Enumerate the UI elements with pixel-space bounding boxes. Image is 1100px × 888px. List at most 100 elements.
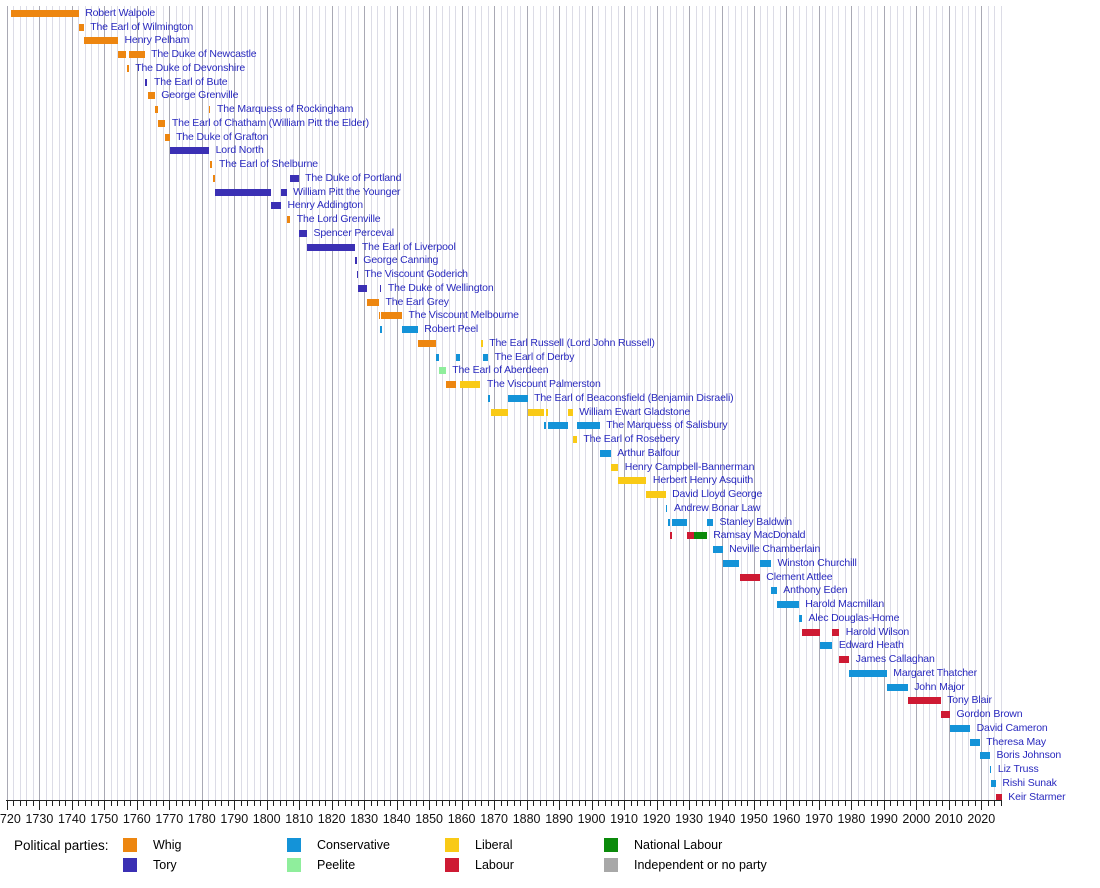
gridline-decade [689,6,690,803]
pm-label[interactable]: John Major [914,680,965,693]
pm-label[interactable]: The Viscount Goderich [364,268,468,281]
pm-label[interactable]: Henry Pelham [124,34,190,47]
pm-label[interactable]: Stanley Baldwin [719,515,793,528]
axis-minor-tick [481,800,483,806]
axis-minor-tick [97,800,99,806]
pm-label[interactable]: The Marquess of Salisbury [606,419,728,432]
axis-major-tick [494,800,496,810]
pm-label[interactable]: The Earl Grey [385,295,450,308]
pm-label[interactable]: The Duke of Grafton [176,130,269,143]
gridline-decade [624,6,625,803]
pm-label[interactable]: The Earl of Chatham (William Pitt the El… [171,116,369,129]
axis-minor-tick [805,800,807,806]
term-bar [154,106,159,113]
gridline [539,6,541,803]
axis-minor-tick [84,800,86,806]
pm-label[interactable]: Anthony Eden [783,584,848,597]
pm-label[interactable]: The Earl of Aberdeen [452,364,549,377]
pm-label[interactable]: Andrew Bonar Law [674,501,761,514]
term-bar [886,683,908,691]
pm-label[interactable]: Robert Walpole [85,6,156,19]
term-bar [599,449,611,457]
pm-label[interactable]: Tony Blair [947,694,992,707]
pm-label[interactable]: Winston Churchill [777,556,857,569]
pm-label[interactable]: Boris Johnson [996,749,1062,762]
term-bar [667,518,670,526]
pm-label[interactable]: Neville Chamberlain [729,543,821,555]
pm-label[interactable]: Harold Wilson [845,625,910,638]
pm-label[interactable]: The Viscount Melbourne [408,309,519,322]
pm-label[interactable]: The Marquess of Rockingham [217,103,354,115]
pm-label[interactable]: Ramsay MacDonald [713,529,806,542]
term-bar [646,491,666,499]
axis-year-label: 1790 [220,812,249,826]
axis-minor-tick [474,800,476,806]
term-bar [544,422,547,430]
pm-label[interactable]: Arthur Balfour [617,446,680,459]
axis-minor-tick [870,800,872,806]
pm-label[interactable]: The Earl of Bute [154,75,228,88]
pm-label[interactable]: The Earl of Liverpool [361,240,456,253]
axis-minor-tick [65,800,67,806]
gridline [162,6,164,803]
pm-label[interactable]: Harold Macmillan [805,598,885,610]
gridline [773,6,775,803]
legend-swatch-whig [123,838,137,852]
pm-label[interactable]: Henry Campbell-Bannerman [624,460,755,473]
pm-label[interactable]: Robert Peel [424,323,479,336]
pm-label[interactable]: Henry Addington [287,199,364,212]
term-bar [990,766,992,773]
pm-label[interactable]: James Callaghan [855,653,935,665]
pm-label[interactable]: The Viscount Palmerston [487,378,601,391]
pm-label[interactable]: The Earl Russell (Lord John Russell) [489,336,655,349]
gridline [312,6,314,803]
gridline [968,6,970,803]
pm-label[interactable]: Clement Attlee [766,570,833,583]
axis-major-tick [299,800,301,810]
axis-year-label: 1810 [285,812,314,826]
pm-label[interactable]: Theresa May [986,735,1046,748]
axis-minor-tick [45,800,47,806]
gridline [286,6,288,803]
pm-label[interactable]: Spencer Perceval [313,226,395,239]
pm-label[interactable]: Herbert Henry Asquith [652,474,754,487]
pm-label[interactable]: The Earl of Beaconsfield (Benjamin Disra… [534,391,734,404]
gridline [961,6,963,803]
pm-label[interactable]: The Earl of Wilmington [90,20,194,33]
term-bar [940,711,950,718]
pm-label[interactable]: Liz Truss [997,763,1039,775]
pm-label[interactable]: The Duke of Newcastle [151,48,257,60]
term-bar [507,394,528,402]
pm-label[interactable]: Lord North [215,144,264,157]
pm-label[interactable]: The Duke of Wellington [387,281,494,294]
pm-label[interactable]: The Earl of Rosebery [583,433,680,446]
gridline [156,6,158,803]
axis-minor-tick [32,800,34,806]
pm-label[interactable]: David Cameron [976,721,1048,734]
pm-label[interactable]: George Canning [363,254,439,267]
axis-major-tick [39,800,41,810]
pm-label[interactable]: Margaret Thatcher [893,666,977,679]
legend-swatch-conservative [287,838,301,852]
pm-label[interactable]: Alec Douglas-Home [808,611,900,624]
pm-label[interactable]: The Earl of Derby [494,350,575,363]
gridline-decade [364,6,366,803]
gridline-decade [591,6,593,803]
pm-label[interactable]: William Ewart Gladstone [579,405,691,418]
pm-label[interactable]: Edward Heath [838,639,904,652]
pm-label[interactable]: The Duke of Devonshire [135,61,246,74]
term-bar [665,504,668,512]
pm-label[interactable]: The Duke of Portland [305,171,402,184]
pm-label[interactable]: Gordon Brown [956,708,1023,720]
pm-label[interactable]: David Lloyd George [672,488,763,501]
pm-label[interactable]: The Earl of Shelburne [219,158,318,171]
pm-label[interactable]: William Pitt the Younger [293,185,401,198]
pm-label[interactable]: George Grenville [161,89,239,102]
gridline [390,6,392,803]
axis-minor-tick [909,800,911,806]
pm-label[interactable]: The Lord Grenville [296,213,381,226]
gridline-decade [526,6,528,803]
pm-label[interactable]: Rishi Sunak [1002,776,1057,789]
term-bar [436,353,439,361]
pm-label[interactable]: Keir Starmer [1008,790,1066,803]
